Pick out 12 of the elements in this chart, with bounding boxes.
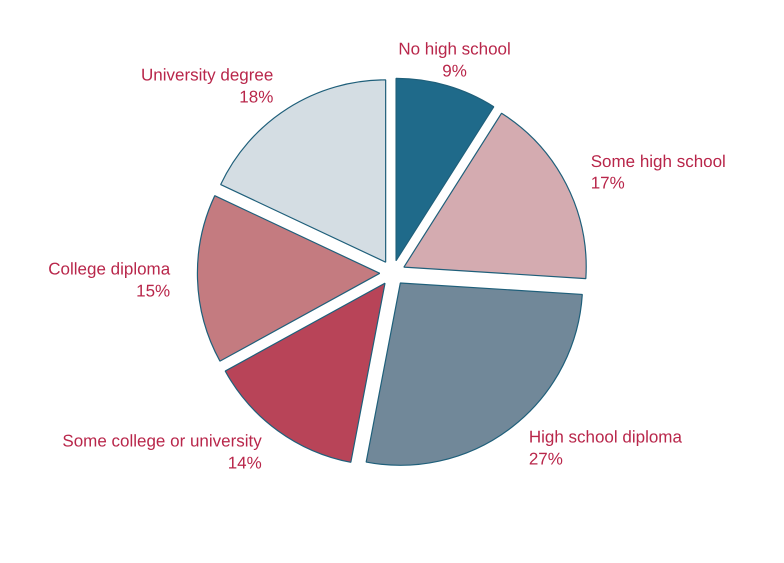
data-label: 27% <box>528 449 563 468</box>
data-label: 14% <box>228 454 262 473</box>
slice-label: Some college or university <box>62 432 262 451</box>
data-label: 17% <box>590 174 625 193</box>
data-label: 15% <box>136 281 170 300</box>
data-label: 9% <box>442 62 467 81</box>
slice-label: College diploma <box>48 259 171 278</box>
data-label: 18% <box>239 87 274 106</box>
slice-label: High school diploma <box>528 428 682 447</box>
slice-label: No high school <box>398 40 511 59</box>
slice-label: University degree <box>141 65 274 84</box>
slice-label: Some high school <box>590 152 726 171</box>
